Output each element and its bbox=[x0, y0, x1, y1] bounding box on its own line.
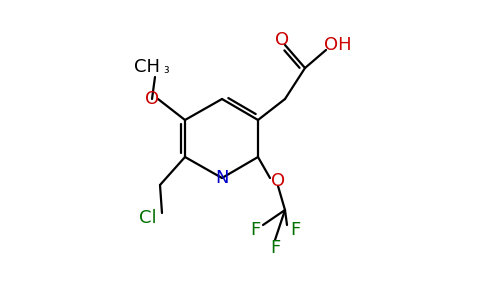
Text: F: F bbox=[250, 221, 260, 239]
Text: O: O bbox=[145, 90, 159, 108]
Text: ₃: ₃ bbox=[163, 62, 169, 76]
Text: N: N bbox=[215, 169, 229, 187]
Text: OH: OH bbox=[324, 36, 352, 54]
Text: F: F bbox=[270, 239, 280, 257]
Text: CH: CH bbox=[134, 58, 160, 76]
Text: O: O bbox=[275, 31, 289, 49]
Text: F: F bbox=[290, 221, 300, 239]
Text: Cl: Cl bbox=[139, 209, 157, 227]
Text: O: O bbox=[271, 172, 285, 190]
